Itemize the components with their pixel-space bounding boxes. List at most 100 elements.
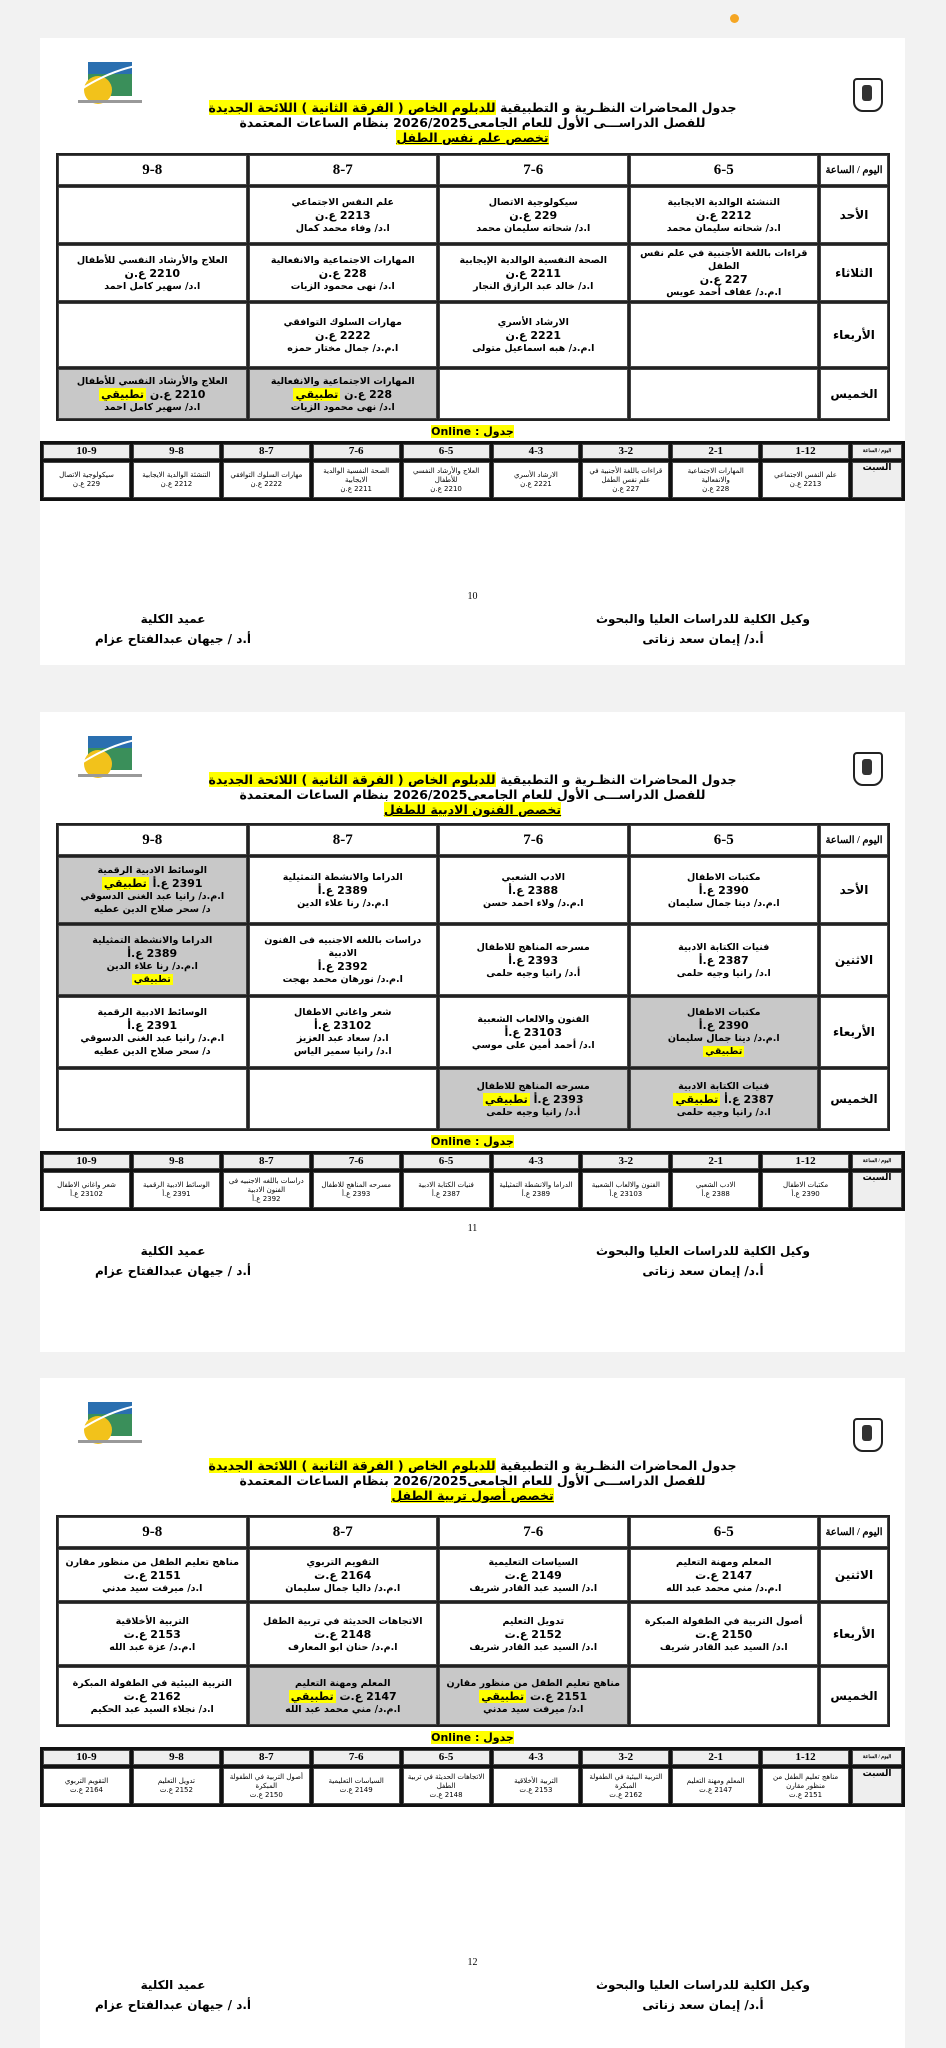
online-schedule-label: جدول : Online <box>40 1731 905 1745</box>
course-cell: المعلم ومهنة التعليم 2147 ع.ت تطبيقي ا.م.د… <box>248 1667 437 1725</box>
instructor-name: ا.د/ رانيا سمير الياس <box>293 1046 392 1057</box>
course-code: 2387 ع.أ <box>431 1190 461 1198</box>
instructor-name: د/ سحر صلاح الدين عطيه <box>93 904 211 915</box>
online-time-slot: 4-3 <box>492 1750 580 1765</box>
course-code: 2153 ع.ت <box>519 1786 553 1794</box>
signature-title: عميد الكلية <box>140 1244 206 1258</box>
course-code: 2147 ع.ت <box>699 1786 733 1794</box>
header-row: اليوم / الساعة 6-5 7-6 8-7 9-8 <box>58 825 888 855</box>
empty-cell <box>58 187 247 243</box>
course-code: 229 ع.ن <box>509 208 558 222</box>
practical-tag: تطبيقي <box>479 1689 527 1703</box>
online-course-cell: مكتبات الاطفال 2390 ع.أ <box>762 1172 849 1208</box>
online-time-slot: 10-9 <box>43 1750 130 1765</box>
instructor-name: ا.م.د/ ولاء احمد حسن <box>482 897 584 909</box>
course-code: 2152 ع.ت <box>159 1786 193 1794</box>
online-corner-header: اليوم / الساعة <box>852 1154 902 1169</box>
day-row: الثلاثاء قراءات باللغة الأجنبية في علم نف… <box>58 245 888 301</box>
course-code: 2148 ع.ت <box>314 1627 372 1641</box>
course-cell: مهارات السلوك التوافقي 2222 ع.ن ا.م.د/ جما… <box>248 303 437 367</box>
day-label: الاثنين <box>820 925 888 995</box>
signature-name: أ.د / جيهان عبدالفتاح عزام <box>95 1998 252 2012</box>
instructor-name: د/ سحر صلاح الدين عطيه <box>93 1046 211 1057</box>
specialization-title: تخصص أصول تربية الطفل <box>391 1488 554 1503</box>
schedule-title: جدول المحاضرات النظـرية و التطبيقية للدب… <box>40 1458 905 1503</box>
course-name: التربية الأخلاقية <box>115 1615 189 1627</box>
course-name: الفنون والالعاب الشعبية <box>477 1013 590 1025</box>
practical-tag: تطبيقي <box>101 877 149 890</box>
practical-tag: تطبيقي <box>131 974 173 985</box>
course-name: الاتجاهات الحديثة في تربية الطفل <box>262 1615 423 1627</box>
course-name: العلاج والأرشاد النفسي للأطفال <box>76 375 228 387</box>
course-code: 2389 ع.أ <box>127 947 178 960</box>
online-schedule-label: جدول : Online <box>40 1135 905 1149</box>
online-schedule-table: اليوم / الساعة 1-12 2-1 3-2 4-3 6-5 7-6 8-7 9-8 1… <box>40 441 905 501</box>
course-name: مهارات السلوك التوافقي <box>230 471 303 479</box>
schedule-page-child-education-foundations: جدول المحاضرات النظـرية و التطبيقية للدب… <box>40 1378 905 2048</box>
online-time-slot: 7-6 <box>312 1154 400 1169</box>
practical-tag: تطبيقي <box>482 1092 530 1106</box>
course-cell: مناهج تعليم الطفل من منظور مقارن 2151 ع.ت… <box>58 1549 247 1601</box>
course-code: 2211 ع.ن <box>340 484 372 493</box>
time-slot-header: 7-6 <box>439 1517 628 1547</box>
online-time-slot: 1-12 <box>762 444 849 459</box>
course-code: 2210 ع.ن <box>430 484 462 493</box>
course-code: 2213 ع.ن <box>314 208 371 222</box>
course-code: 228 ع.ن <box>702 484 730 493</box>
time-slot-header: 7-6 <box>439 825 628 855</box>
online-day-label: السبت <box>852 1172 902 1208</box>
online-day-row: السبت مكتبات الاطفال 2390 ع.أ الادب الشعبي 2… <box>43 1172 902 1208</box>
online-course-cell: المعلم ومهنة التعليم 2147 ع.ت <box>672 1768 760 1804</box>
instructor-name: ا.م.د/ رانيا عبد الغنى الدسوقي <box>80 891 225 902</box>
online-course-cell: الوسائط الادبية الرقمية 2391 ع.أ <box>133 1172 220 1208</box>
course-code: 2151 ع.ت <box>123 1568 181 1582</box>
course-code: 227 ع.ن <box>612 484 640 493</box>
online-label-text: جدول : Online <box>431 1731 514 1744</box>
course-code: 228 ع.ن <box>344 387 393 401</box>
course-name: تدويل التعليم <box>157 1777 195 1785</box>
course-name: سيكولوجية الاتصال <box>59 471 114 479</box>
day-label: الأحد <box>820 187 888 243</box>
faculty-logo <box>70 734 150 782</box>
course-code: 2222 ع.ن <box>314 328 371 342</box>
course-name: قراءات باللغة الأجنبية في علم نفس الطفل <box>640 248 808 272</box>
schedule-title: جدول المحاضرات النظـرية و التطبيقية للدب… <box>40 100 905 145</box>
instructor-name: ا.م.د/ هبه اسماعيل متولى <box>472 342 595 354</box>
course-code: 2210 ع.ن <box>149 387 206 401</box>
course-name: فنيات الكتابة الادبية <box>418 1181 474 1189</box>
online-course-cell: قراءات باللغة الأجنبية في علم نفس الطفل 2… <box>582 462 670 498</box>
course-cell: العلاج والأرشاد النفسي للأطفال 2210 ع.ن ت… <box>58 369 247 419</box>
online-time-slot: 8-7 <box>222 1154 310 1169</box>
course-cell: تدويل التعليم 2152 ع.ت ا.د/ السيد عبد القا… <box>439 1603 628 1665</box>
course-cell: الاتجاهات الحديثة في تربية الطفل 2148 ع.ت… <box>248 1603 437 1665</box>
course-cell: التربية الأخلاقية 2153 ع.ت ا.م.د/ عزة عبد … <box>58 1603 247 1665</box>
online-course-cell: تدويل التعليم 2152 ع.ت <box>133 1768 220 1804</box>
course-name: علم النفس الاجتماعي <box>774 471 837 479</box>
day-row: الخميس فنيات الكتابة الادبية 2387 ع.أ تطبي… <box>58 1069 888 1129</box>
course-cell: الصحة النفسية الوالدية الإيجابية 2211 ع.ن… <box>439 245 628 301</box>
instructor-name: ا.م.د/ مني محمد عبد الله <box>666 1582 782 1594</box>
course-code: 2164 ع.ت <box>314 1568 372 1582</box>
vice-dean-signature: وكيل الكلية للدراسات العليا والبحوث أ.د/ … <box>596 1241 810 1281</box>
online-course-cell: التربية الأخلاقية 2153 ع.ت <box>492 1768 580 1804</box>
online-course-cell: التقويم التربوي 2164 ع.ت <box>43 1768 130 1804</box>
university-emblem <box>853 1418 883 1452</box>
online-corner-header: اليوم / الساعة <box>852 444 902 459</box>
course-code: 2389 ع.أ <box>521 1190 551 1198</box>
course-code: 23103 ع.أ <box>609 1190 643 1198</box>
day-label: الخميس <box>820 369 888 419</box>
corner-header: اليوم / الساعة <box>820 1517 888 1547</box>
course-code: 2392 ع.أ <box>317 960 368 973</box>
signature-name: أ.د / جيهان عبدالفتاح عزام <box>95 632 252 646</box>
day-label: الأربعاء <box>820 997 888 1067</box>
course-code: 2147 ع.ت <box>339 1689 397 1703</box>
instructor-name: ا.م.د/ حنان ابو المعارف <box>287 1641 398 1653</box>
instructor-name: ا.د/ سعاد عبد العزيز <box>296 1033 389 1044</box>
online-time-slot: 8-7 <box>222 1750 310 1765</box>
instructor-name: ا.د/ وفاء محمد كمال <box>295 222 390 234</box>
course-name: التنشئة الوالدية الايجابية <box>667 196 780 208</box>
course-name: المعلم ومهنة التعليم <box>686 1777 745 1785</box>
title-line2: للفصل الدراســـى الأول للعام الجامعى2026… <box>239 1473 706 1488</box>
course-name: تدويل التعليم <box>502 1615 565 1627</box>
course-cell: الفنون والالعاب الشعبية 23103 ع.أ ا.د/ أحم… <box>439 997 628 1067</box>
